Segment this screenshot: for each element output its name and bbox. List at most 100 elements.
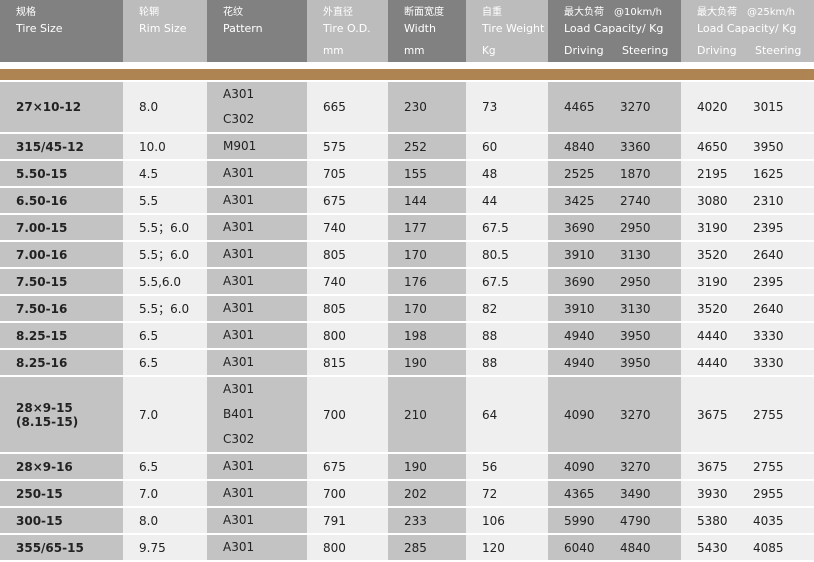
rim-size: 4.5 (123, 160, 207, 188)
driving-10: 4940 (564, 355, 595, 370)
section-width: 198 (388, 322, 466, 350)
load-10kmh: 3690 2950 (548, 268, 681, 296)
driving-10: 3425 (564, 193, 595, 208)
driving-10: 4940 (564, 328, 595, 343)
steering-25: 2955 (753, 486, 784, 501)
rim-size: 6.5 (123, 322, 207, 350)
header-en: Tire Size (16, 22, 63, 35)
steering-10: 4840 (620, 540, 651, 555)
load-25kmh: 3675 2755 (681, 376, 814, 454)
driving-10: 2525 (564, 166, 595, 181)
load-25kmh: 4650 3950 (681, 133, 814, 161)
load-10kmh: 2525 1870 (548, 160, 681, 188)
steering-25: 3330 (753, 328, 784, 343)
driving-25: 4020 (697, 100, 728, 114)
header-zh: 花纹 (223, 7, 243, 18)
section-width: 210 (388, 376, 466, 454)
header-en: Load Capacity/ Kg (564, 22, 664, 35)
table-row: 355/65-15 9.75 A301 800 285 120 6040 4840… (0, 534, 814, 562)
section-width: 202 (388, 480, 466, 508)
steering-10: 4790 (620, 513, 651, 528)
section-width: 190 (388, 453, 466, 481)
steering-10: 3130 (620, 301, 651, 316)
pattern: A301 (207, 507, 307, 535)
tire-size: 7.50-15 (0, 268, 123, 296)
pattern-code: A301 (223, 459, 255, 473)
load-25kmh: 4020 3015 (681, 82, 814, 134)
tire-od: 791 (307, 507, 388, 535)
steering-25: 2755 (753, 407, 784, 422)
tire-size-line: 7.50-16 (16, 301, 68, 316)
tire-size-line: 6.50-16 (16, 193, 68, 208)
header-subcolumns: Driving Steering (564, 43, 681, 59)
header-unit: Kg (482, 45, 496, 57)
tire-weight: 88 (466, 349, 548, 377)
rim-size: 5.5,6.0 (123, 268, 207, 296)
driving-10: 4090 (564, 459, 595, 474)
tire-weight: 120 (466, 534, 548, 562)
table-row: 7.00-15 5.5；6.0 A301 740 177 67.5 3690 29… (0, 214, 814, 242)
header-unit: mm (404, 45, 425, 57)
tire-size-line: 355/65-15 (16, 540, 84, 555)
pattern-code: B401 (223, 407, 255, 421)
load-10kmh: 3425 2740 (548, 187, 681, 215)
tire-size: 355/65-15 (0, 534, 123, 562)
tire-weight: 88 (466, 322, 548, 350)
pattern: A301 (207, 241, 307, 269)
header-en: Width (404, 22, 436, 35)
pattern-code: C302 (223, 112, 255, 126)
pattern-code: A301 (223, 486, 255, 500)
driving-25: 5430 (697, 540, 728, 555)
steering-10: 3130 (620, 247, 651, 262)
driving-10: 3690 (564, 274, 595, 289)
tire-size: 5.50-15 (0, 160, 123, 188)
steering-10: 2950 (620, 220, 651, 235)
table-row: 5.50-15 4.5 A301 705 155 48 2525 1870 219… (0, 160, 814, 188)
pattern-code: C302 (223, 432, 255, 446)
tire-size-line: 300-15 (16, 513, 63, 528)
tire-od: 700 (307, 376, 388, 454)
load-10kmh: 4465 3270 (548, 82, 681, 134)
load-10kmh: 6040 4840 (548, 534, 681, 562)
column-header: 断面宽度 Width mm (388, 0, 466, 62)
pattern: A301 (207, 322, 307, 350)
driving-25: 3675 (697, 407, 728, 422)
tire-size-line: 8.25-16 (16, 355, 68, 370)
table-row: 8.25-15 6.5 A301 800 198 88 4940 3950 444… (0, 322, 814, 350)
rim-size: 5.5 (123, 187, 207, 215)
driving-25: 3190 (697, 220, 728, 235)
pattern: A301 (207, 268, 307, 296)
rim-size: 8.0 (123, 82, 207, 134)
header-steering: Steering (622, 44, 669, 57)
tire-weight: 72 (466, 480, 548, 508)
driving-25: 3520 (697, 247, 728, 262)
rim-size: 7.0 (123, 480, 207, 508)
tire-od: 675 (307, 453, 388, 481)
header-zh: 断面宽度 (404, 7, 444, 18)
rim-size: 5.5；6.0 (123, 214, 207, 242)
pattern-code: A301 (223, 247, 255, 261)
header-en: Rim Size (139, 22, 187, 35)
column-header: 最大负荷 @10km/h Load Capacity/ Kg Driving Stee… (548, 0, 681, 62)
section-width: 252 (388, 133, 466, 161)
pattern-code: A301 (223, 193, 255, 207)
pattern: A301 (207, 214, 307, 242)
tire-weight: 48 (466, 160, 548, 188)
header-zh: 规格 (16, 7, 36, 18)
pattern: M901 (207, 133, 307, 161)
steering-25: 2310 (753, 193, 784, 208)
header-driving: Driving (564, 44, 604, 57)
tire-size: 300-15 (0, 507, 123, 535)
driving-25: 3675 (697, 459, 728, 474)
tire-weight: 44 (466, 187, 548, 215)
steering-25: 3015 (753, 100, 784, 114)
load-25kmh: 3080 2310 (681, 187, 814, 215)
header-zh: 轮辋 (139, 7, 159, 18)
driving-25: 3190 (697, 274, 728, 289)
tire-size: 7.50-16 (0, 295, 123, 323)
steering-25: 4085 (753, 540, 784, 555)
steering-25: 3330 (753, 355, 784, 370)
section-width: 230 (388, 82, 466, 134)
driving-25: 3520 (697, 301, 728, 316)
tire-size: 27×10-12 (0, 82, 123, 134)
